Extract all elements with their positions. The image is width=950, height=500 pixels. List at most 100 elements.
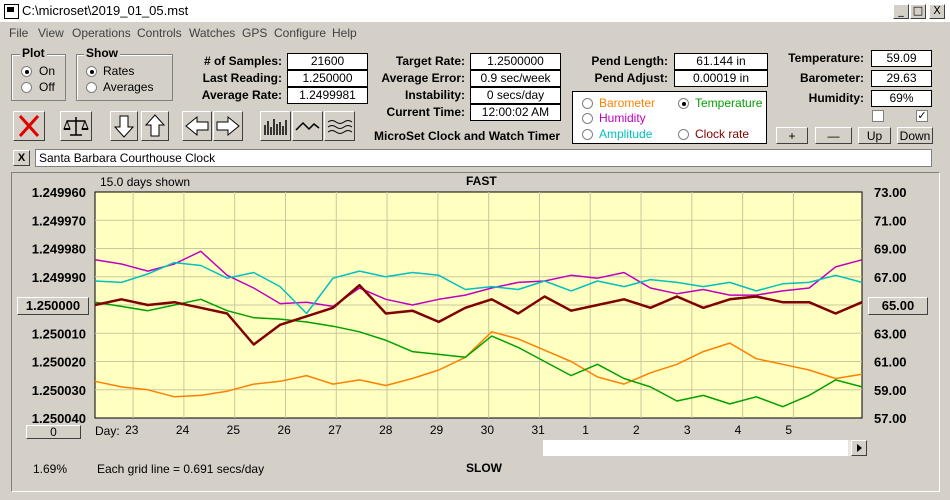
- plot-on-label: On: [39, 64, 56, 78]
- menu-gps[interactable]: GPS: [242, 26, 268, 40]
- horizontal-scrollbar[interactable]: [543, 440, 867, 456]
- scale-up-button[interactable]: Up: [858, 127, 891, 144]
- red-x-icon: [18, 114, 40, 138]
- fast-label: FAST: [466, 174, 497, 188]
- series-humidity: [94, 250, 863, 308]
- menu-controls[interactable]: Controls: [137, 26, 182, 40]
- right-axis-tick: 61.00: [874, 355, 907, 370]
- left-axis-tick: 1.249980: [32, 242, 86, 257]
- app-icon: [4, 4, 19, 19]
- clock-rate-label: Clock rate: [695, 127, 750, 141]
- slow-label: SLOW: [466, 461, 502, 475]
- pend-length-label: Pend Length:: [591, 54, 668, 68]
- barometer-env-label: Barometer:: [799, 71, 864, 85]
- line-button[interactable]: [292, 111, 323, 141]
- current-time-label: Current Time:: [386, 105, 465, 119]
- average-error-value: 0.9 sec/week: [470, 70, 561, 87]
- maximize-button[interactable]: □: [910, 4, 926, 19]
- pend-adjust-value: 0.00019 in: [674, 70, 768, 87]
- arrow-down-button[interactable]: [110, 111, 138, 141]
- right-axis-tick: 57.00: [874, 411, 907, 426]
- scrollbar-thumb[interactable]: [543, 440, 848, 456]
- samples-label: # of Samples:: [203, 54, 282, 68]
- center-rate-button[interactable]: 1.250000: [17, 297, 89, 315]
- target-rate-label: Target Rate:: [395, 54, 465, 68]
- x-tick-label: 28: [379, 423, 393, 437]
- arrow-up-button[interactable]: [141, 111, 169, 141]
- arrow-right-button[interactable]: [213, 111, 243, 141]
- show-rates-radio[interactable]: [86, 66, 97, 77]
- barometer-radio[interactable]: [582, 98, 593, 109]
- temperature-env-value: 59.09: [871, 50, 932, 67]
- temperature-radio[interactable]: [678, 98, 689, 109]
- scale-down-button[interactable]: Down: [897, 127, 933, 144]
- stop-button[interactable]: [13, 111, 45, 141]
- arrow-left-button[interactable]: [182, 111, 212, 141]
- menu-operations[interactable]: Operations: [72, 26, 131, 40]
- humidity-radio[interactable]: [582, 113, 593, 124]
- arrow-left-icon: [185, 115, 209, 137]
- left-axis-tick: 1.250010: [32, 326, 86, 341]
- left-axis-tick: 1.249970: [32, 213, 86, 228]
- left-checkbox[interactable]: [872, 110, 884, 122]
- day-label: Day:: [95, 424, 120, 438]
- sensor-legend: Barometer Temperature Humidity Amplitude…: [572, 91, 767, 144]
- pend-adjust-label: Pend Adjust:: [594, 71, 668, 85]
- x-tick-label: 27: [328, 423, 342, 437]
- show-rates-label: Rates: [103, 64, 135, 78]
- scroll-right-icon: [857, 444, 862, 452]
- scale-minus-button[interactable]: —: [815, 127, 852, 144]
- amplitude-radio[interactable]: [582, 129, 593, 140]
- x-tick-label: 2: [633, 423, 640, 437]
- arrow-up-icon: [144, 114, 166, 137]
- right-checkbox[interactable]: ✓: [916, 110, 928, 122]
- clear-clock-button[interactable]: X: [13, 150, 30, 166]
- plot-group-title: Plot: [20, 46, 47, 60]
- humidity-env-label: Humidity:: [808, 91, 864, 105]
- center-temp-button[interactable]: 65.00: [868, 297, 928, 315]
- right-axis-tick: 73.00: [874, 185, 907, 200]
- series-clock-rate: [94, 283, 863, 346]
- instability-value: 0 secs/day: [470, 87, 561, 104]
- days-shown-label: 15.0 days shown: [100, 175, 191, 189]
- average-rate-label: Average Rate:: [201, 88, 282, 102]
- clock-rate-radio[interactable]: [678, 129, 689, 140]
- right-axis-tick: 67.00: [874, 270, 907, 285]
- menu-view[interactable]: View: [38, 26, 64, 40]
- show-averages-radio[interactable]: [86, 82, 97, 93]
- average-error-label: Average Error:: [381, 71, 465, 85]
- right-axis-tick: 71.00: [874, 213, 907, 228]
- show-group: [76, 54, 173, 101]
- minimize-button[interactable]: _: [893, 4, 909, 19]
- scale-plus-button[interactable]: +: [776, 127, 808, 144]
- arrow-right-icon: [216, 115, 240, 137]
- bar-graph-icon: [264, 119, 287, 135]
- close-button[interactable]: X: [929, 4, 945, 19]
- plot-off-radio[interactable]: [21, 82, 32, 93]
- last-reading-value: 1.250000: [287, 70, 368, 87]
- scroll-right-button[interactable]: [851, 440, 867, 456]
- clock-name-field[interactable]: Santa Barbara Courthouse Clock: [35, 149, 932, 167]
- show-group-title: Show: [84, 46, 120, 60]
- last-reading-label: Last Reading:: [202, 71, 282, 85]
- series-temperature: [94, 298, 863, 408]
- offset-button[interactable]: 0: [26, 425, 81, 439]
- menu-file[interactable]: File: [9, 26, 29, 40]
- menu-configure[interactable]: Configure: [274, 26, 327, 40]
- current-time-value: 12:00:02 AM: [470, 104, 561, 121]
- wave-button[interactable]: [324, 111, 355, 141]
- menu-help[interactable]: Help: [332, 26, 357, 40]
- balance-button[interactable]: [60, 111, 92, 141]
- bars-button[interactable]: [260, 111, 291, 141]
- left-axis-tick: 1.250020: [32, 355, 86, 370]
- x-tick-label: 30: [481, 423, 495, 437]
- menu-watches[interactable]: Watches: [189, 26, 236, 40]
- x-tick-label: 4: [735, 423, 742, 437]
- plot-on-radio[interactable]: [21, 66, 32, 77]
- scale-balance-icon: [63, 117, 89, 136]
- series-barometer: [94, 331, 863, 398]
- title-bar: C:\microset\2019_01_05.mst _ □ X: [0, 0, 950, 22]
- temperature-label: Temperature: [695, 96, 763, 110]
- arrow-down-icon: [113, 115, 135, 138]
- menu-bar: File View Operations Controls Watches GP…: [0, 22, 950, 42]
